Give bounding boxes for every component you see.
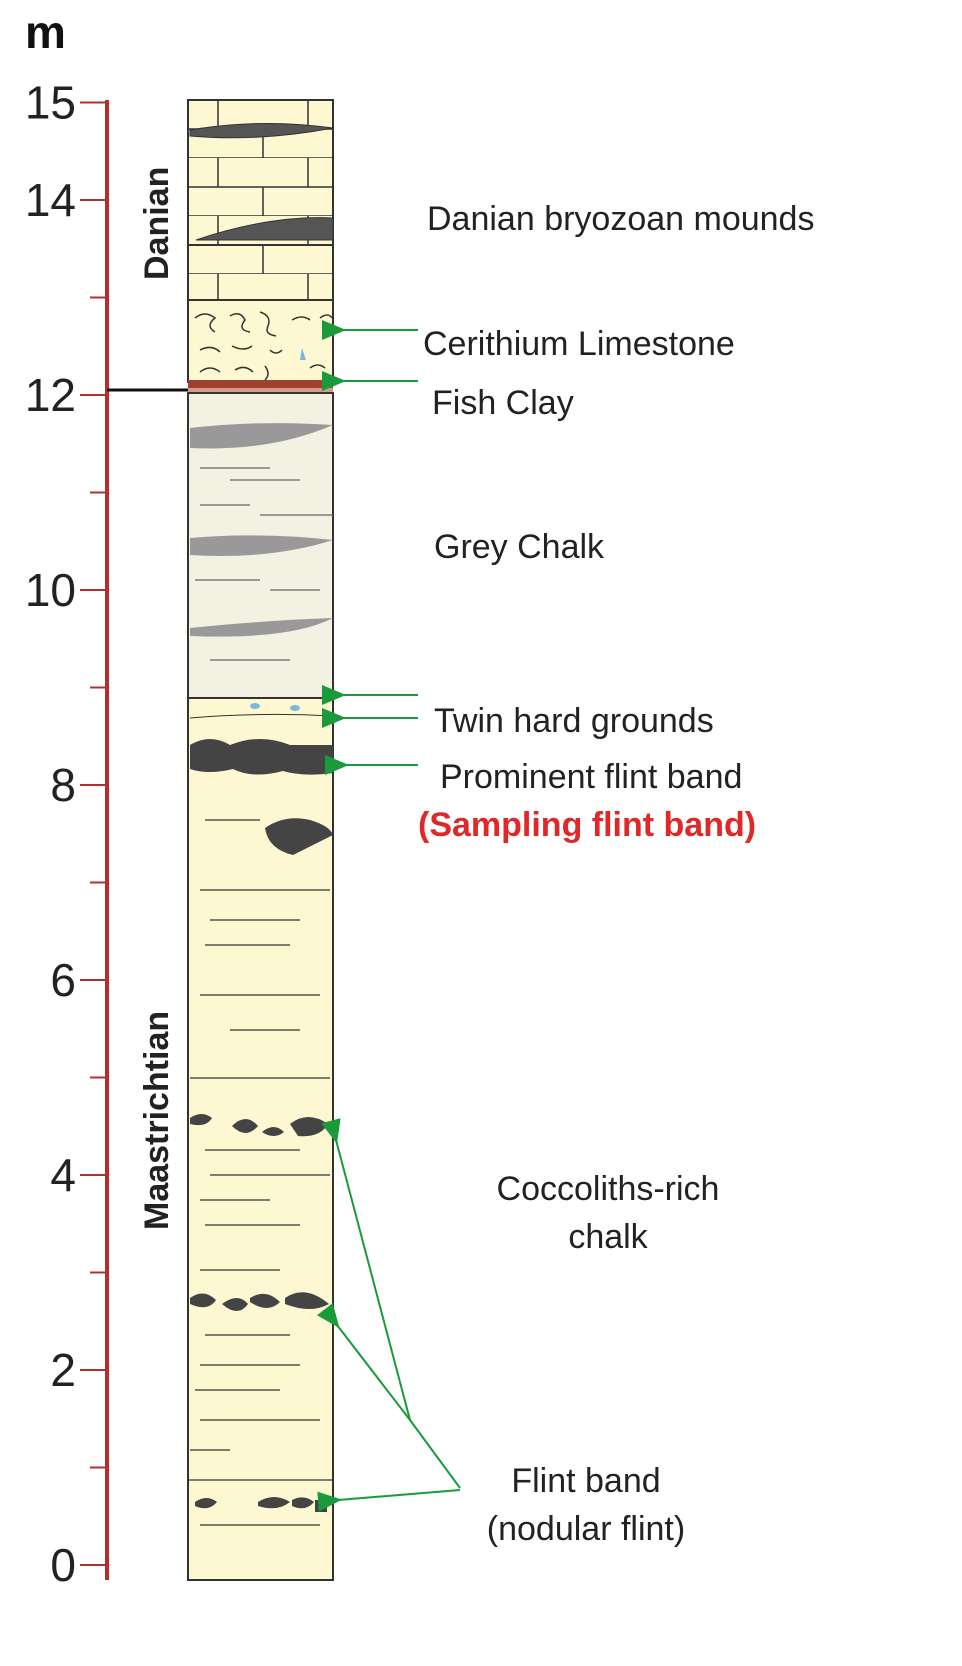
unit-label: Flint band [511, 1462, 660, 1500]
tick-label: 12 [25, 369, 76, 421]
stage-label: Danian [138, 167, 176, 280]
unit-label: (nodular flint) [487, 1510, 685, 1548]
stage-label: Maastrichtian [138, 1011, 176, 1230]
unit-label: chalk [568, 1218, 648, 1256]
tick-label: 14 [25, 174, 76, 226]
tick-label: 6 [50, 954, 76, 1006]
unit-label: Danian bryozoan mounds [427, 200, 814, 238]
tick-label: 0 [50, 1539, 76, 1591]
tick-label: 2 [50, 1344, 76, 1396]
unit-label: Coccoliths-rich [497, 1170, 720, 1208]
unit-label: Grey Chalk [434, 528, 605, 566]
column [188, 100, 333, 1580]
tick-label: 15 [25, 77, 76, 129]
strat-column: m 0 2 4 6 8 10 12 14 15 Danian Maastrichtian Dan… [0, 0, 962, 1661]
unit-label: Cerithium Limestone [423, 325, 735, 363]
tick-label: 10 [25, 564, 76, 616]
unit-label: (Sampling flint band) [418, 806, 756, 844]
tick-label: 4 [50, 1149, 76, 1201]
tick-label: 8 [50, 759, 76, 811]
unit-label: Prominent flint band [440, 758, 742, 796]
unit-label: Twin hard grounds [434, 702, 714, 740]
unit-label: Fish Clay [432, 384, 574, 422]
axis-unit: m [25, 6, 66, 58]
